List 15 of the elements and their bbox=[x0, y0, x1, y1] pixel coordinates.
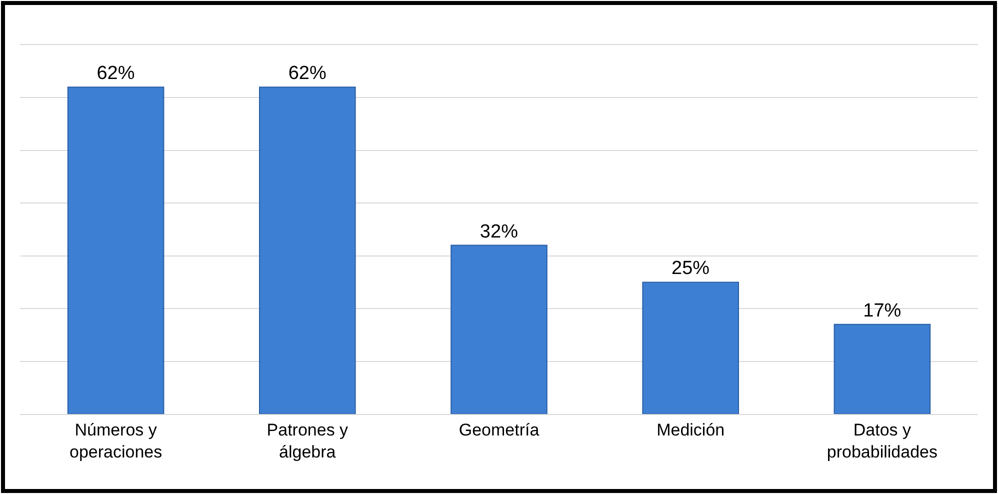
data-label: 32% bbox=[480, 221, 518, 242]
x-tick-label: Medición bbox=[656, 420, 725, 440]
bar bbox=[642, 282, 739, 414]
bar bbox=[834, 324, 931, 414]
bar bbox=[450, 244, 548, 414]
data-label: 62% bbox=[288, 63, 326, 84]
data-label: 17% bbox=[863, 300, 902, 322]
data-label: 62% bbox=[96, 63, 135, 84]
bar bbox=[67, 86, 164, 414]
x-tick-label: Patrones y álgebra bbox=[266, 420, 349, 462]
x-tick-label: Datos y probabilidades bbox=[826, 420, 938, 462]
data-label: 25% bbox=[672, 258, 710, 280]
bar bbox=[259, 86, 356, 414]
x-tick-label: Números y operaciones bbox=[69, 420, 162, 462]
x-tick-label: Geometría bbox=[458, 420, 540, 440]
